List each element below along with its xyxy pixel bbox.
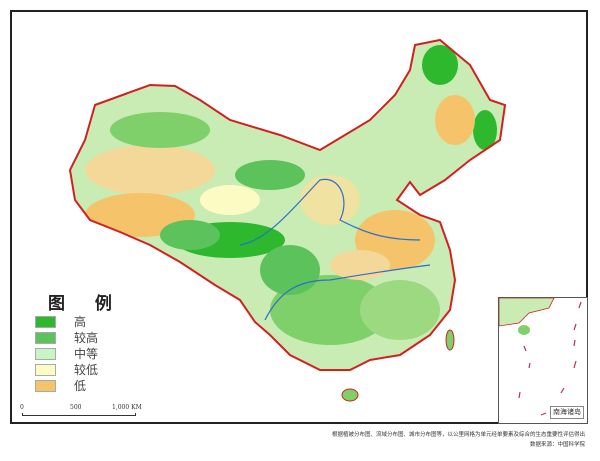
legend-label: 低 — [74, 379, 87, 393]
legend-label: 较低 — [74, 363, 99, 377]
legend-item-medium: 中等 — [30, 346, 140, 362]
legend-swatch — [35, 364, 56, 376]
legend-item-low: 低 — [30, 378, 140, 394]
river-basin-boundary — [239, 178, 421, 246]
legend-swatch — [35, 380, 56, 392]
scale-tick: 1,000 KM — [112, 404, 142, 411]
legend-label: 中等 — [74, 347, 99, 361]
scale-line — [22, 413, 136, 416]
legend-item-high: 高 — [30, 314, 140, 330]
scale-bar: 0 500 1,000 KM — [18, 404, 148, 418]
footer-method: 根据植被分布图、流域分布图、城市分布图等，以公里网格为单元经单要素及综合的生态重… — [331, 432, 585, 438]
south-china-sea-inset: 南海诸岛 — [498, 297, 588, 424]
hainan-island — [341, 388, 359, 402]
legend: 图 例 高 较高 中等 较低 低 — [30, 294, 140, 394]
footer-note: 根据植被分布图、流域分布图、城市分布图等，以公里网格为单元经单要素及综合的生态重… — [332, 430, 585, 450]
footer-source: 数据来源：中国科学院 — [529, 442, 585, 448]
legend-swatch — [35, 332, 56, 344]
legend-swatch — [35, 348, 56, 360]
scale-tick: 0 — [20, 404, 24, 411]
legend-swatch — [35, 316, 56, 328]
legend-label: 高 — [74, 315, 87, 329]
inset-label: 南海诸岛 — [550, 406, 584, 419]
inset-map — [498, 297, 582, 416]
legend-item-fairly-low: 较低 — [30, 362, 140, 378]
river-basin-boundary — [264, 264, 431, 321]
legend-item-fairly-high: 较高 — [30, 330, 140, 346]
national-border — [68, 38, 507, 371]
scale-tick: 500 — [70, 404, 82, 411]
taiwan-island — [445, 329, 455, 351]
legend-label: 较高 — [74, 331, 99, 345]
legend-title: 图 例 — [48, 294, 124, 314]
